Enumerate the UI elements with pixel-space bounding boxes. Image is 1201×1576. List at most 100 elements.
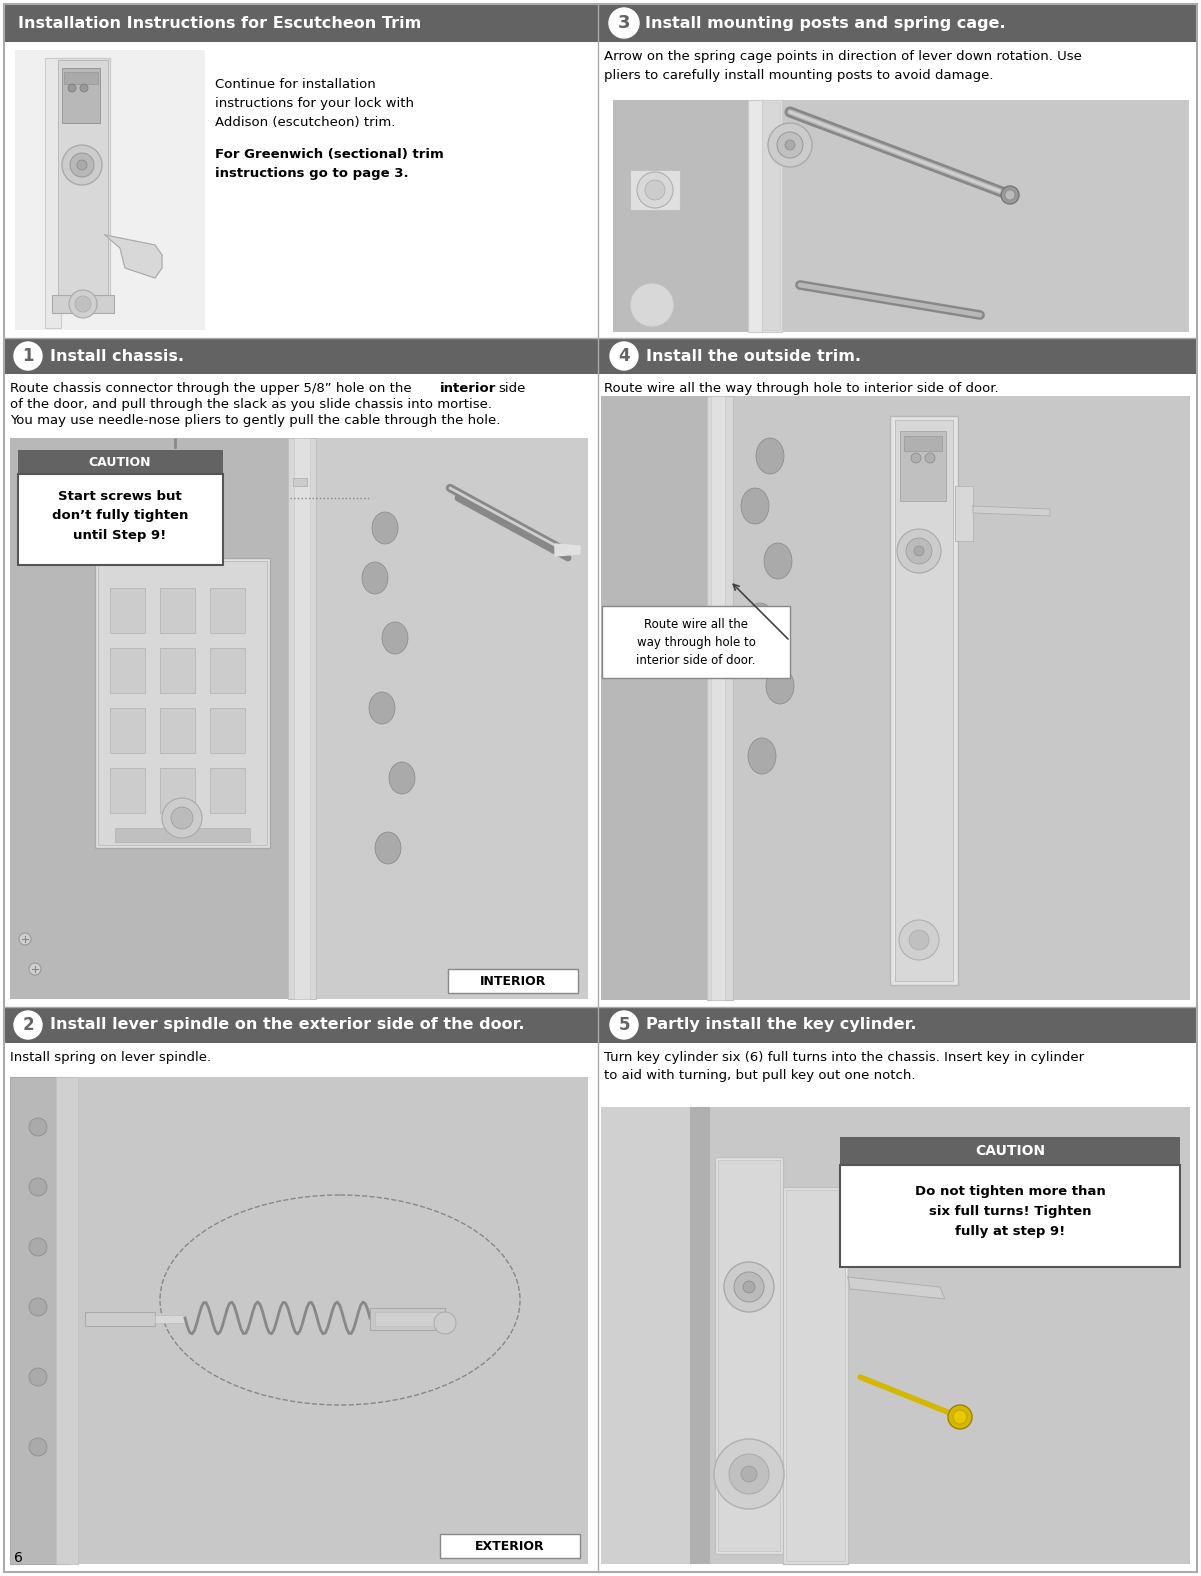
Bar: [783, 1187, 848, 1563]
Bar: [115, 827, 250, 842]
Polygon shape: [848, 1277, 945, 1299]
Bar: [55, 58, 110, 307]
Ellipse shape: [369, 692, 395, 723]
Circle shape: [162, 797, 202, 838]
Text: CAUTION: CAUTION: [89, 455, 151, 468]
Text: side: side: [498, 381, 525, 396]
Bar: [10, 438, 300, 999]
Text: 1: 1: [23, 347, 34, 366]
Text: interior: interior: [440, 381, 496, 396]
Bar: [58, 60, 108, 306]
Text: Install lever spindle on the exterior side of the door.: Install lever spindle on the exterior si…: [50, 1018, 525, 1032]
Circle shape: [743, 1281, 755, 1292]
Bar: [440, 1533, 580, 1559]
Text: 4: 4: [619, 347, 629, 366]
Bar: [288, 438, 316, 999]
Bar: [10, 1076, 588, 1563]
Bar: [52, 295, 114, 314]
Bar: [785, 1190, 846, 1560]
Bar: [904, 437, 942, 451]
Circle shape: [777, 132, 803, 158]
Bar: [598, 1007, 1197, 1043]
Bar: [210, 648, 245, 693]
Bar: [760, 99, 782, 333]
Circle shape: [724, 1262, 773, 1311]
Circle shape: [29, 963, 41, 976]
Circle shape: [729, 1455, 769, 1494]
Circle shape: [715, 1439, 784, 1508]
Bar: [210, 588, 245, 634]
Circle shape: [14, 1010, 42, 1039]
Circle shape: [29, 1368, 47, 1385]
Text: Installation Instructions for Escutcheon Trim: Installation Instructions for Escutcheon…: [18, 16, 422, 30]
Text: Install the outside trim.: Install the outside trim.: [646, 348, 861, 364]
Circle shape: [68, 84, 76, 91]
Circle shape: [1000, 186, 1018, 203]
Circle shape: [914, 545, 924, 556]
Bar: [890, 416, 958, 985]
Ellipse shape: [375, 832, 401, 864]
Circle shape: [954, 1411, 967, 1425]
Bar: [4, 337, 598, 374]
Text: Route chassis connector through the upper 5/8” hole on the: Route chassis connector through the uppe…: [10, 381, 412, 396]
Circle shape: [29, 1299, 47, 1316]
Circle shape: [948, 1404, 972, 1429]
Ellipse shape: [382, 623, 408, 654]
Bar: [316, 438, 588, 999]
Bar: [707, 396, 733, 1001]
Circle shape: [80, 84, 88, 91]
Text: of the door, and pull through the slack as you slide chassis into mortise.: of the door, and pull through the slack …: [10, 399, 492, 411]
Circle shape: [610, 342, 638, 370]
Bar: [895, 419, 954, 980]
Polygon shape: [973, 506, 1050, 515]
Bar: [98, 561, 267, 845]
Circle shape: [29, 1177, 47, 1196]
Bar: [613, 281, 693, 333]
Text: EXTERIOR: EXTERIOR: [476, 1540, 545, 1552]
Circle shape: [70, 153, 94, 177]
Bar: [293, 478, 307, 485]
Text: 5: 5: [619, 1017, 629, 1034]
Circle shape: [74, 296, 91, 312]
Bar: [4, 1007, 598, 1043]
Circle shape: [29, 1239, 47, 1256]
Bar: [955, 485, 973, 541]
Circle shape: [637, 172, 673, 208]
Bar: [294, 438, 310, 999]
Circle shape: [897, 530, 942, 574]
Bar: [448, 969, 578, 993]
Ellipse shape: [748, 738, 776, 774]
Circle shape: [29, 1437, 47, 1456]
Bar: [761, 102, 779, 329]
Circle shape: [29, 1117, 47, 1136]
Bar: [725, 396, 1190, 1001]
Text: You may use needle-nose pliers to gently pull the cable through the hole.: You may use needle-nose pliers to gently…: [10, 414, 501, 427]
Bar: [210, 708, 245, 753]
Bar: [95, 558, 270, 848]
Circle shape: [171, 807, 193, 829]
Circle shape: [906, 537, 932, 564]
Bar: [18, 474, 223, 566]
Bar: [613, 99, 761, 333]
Circle shape: [610, 1010, 638, 1039]
Circle shape: [767, 123, 812, 167]
Bar: [10, 1076, 70, 1563]
Circle shape: [900, 920, 939, 960]
Text: Install mounting posts and spring cage.: Install mounting posts and spring cage.: [645, 16, 1005, 30]
Ellipse shape: [755, 438, 784, 474]
Bar: [18, 451, 223, 474]
Bar: [110, 648, 145, 693]
Bar: [598, 5, 1197, 43]
Circle shape: [609, 8, 639, 38]
Ellipse shape: [362, 563, 388, 594]
Text: 3: 3: [617, 14, 631, 32]
Text: Route wire all the way through hole to interior side of door.: Route wire all the way through hole to i…: [604, 381, 998, 396]
Bar: [598, 337, 1197, 374]
Bar: [715, 1157, 783, 1554]
Bar: [44, 58, 61, 328]
Bar: [711, 396, 725, 1001]
Text: Install spring on lever spindle.: Install spring on lever spindle.: [10, 1051, 211, 1064]
Ellipse shape: [372, 512, 398, 544]
Ellipse shape: [766, 668, 794, 704]
Circle shape: [909, 930, 930, 950]
